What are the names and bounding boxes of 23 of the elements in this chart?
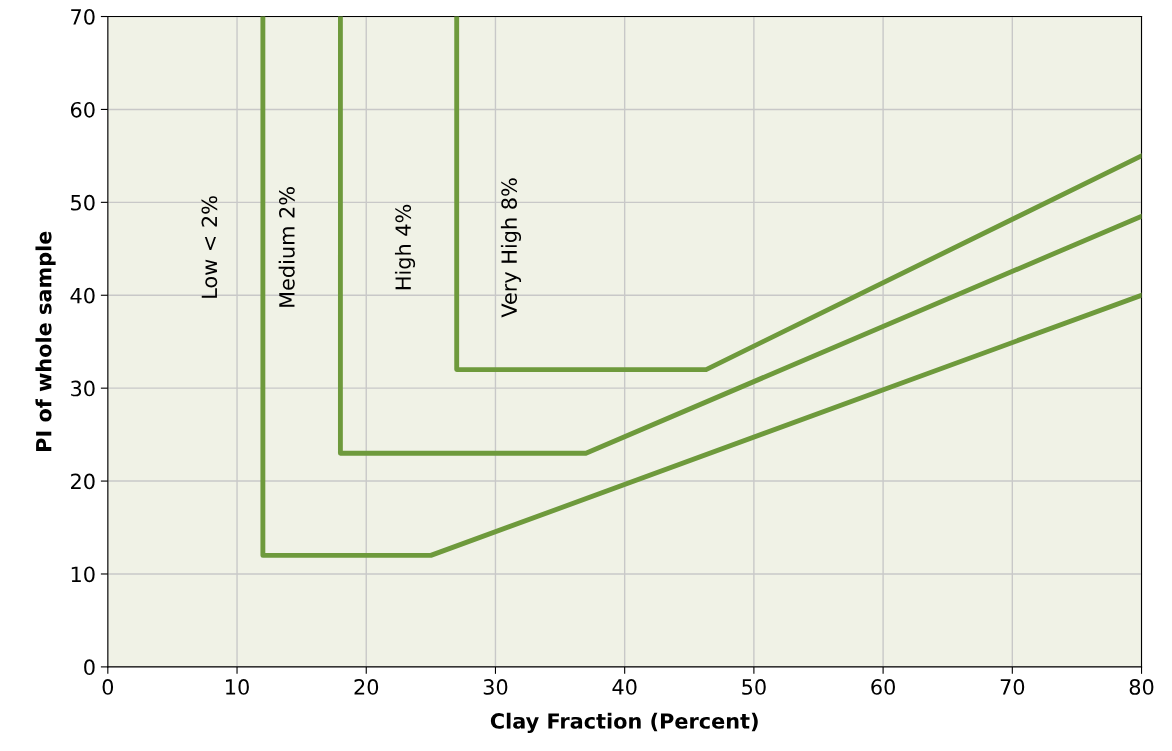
x-axis-title: Clay Fraction (Percent) <box>490 712 758 734</box>
y-tick-label: 30 <box>71 380 95 397</box>
x-tick-label: 0 <box>102 679 114 695</box>
x-tick-label: 20 <box>354 679 379 695</box>
x-tick-label: 10 <box>226 679 249 695</box>
x-tick-label: 70 <box>1000 679 1025 695</box>
x-tick-label: 60 <box>871 679 895 695</box>
y-tick-label: 70 <box>71 8 95 25</box>
y-tick-label: 0 <box>84 659 95 676</box>
y-axis-title: PI of whole sample <box>35 231 56 451</box>
y-tick-label: 40 <box>70 287 95 304</box>
x-tick-label: 50 <box>742 679 766 695</box>
x-tick-label: 40 <box>612 679 637 695</box>
annotation: Medium 2% <box>278 187 295 307</box>
x-tick-label: 80 <box>1129 679 1154 695</box>
x-tick-label: 30 <box>483 679 508 695</box>
y-tick-label: 60 <box>70 101 95 118</box>
y-tick-label: 10 <box>71 566 95 583</box>
annotation: Very High 8% <box>500 178 522 318</box>
annotation: High 4% <box>394 204 416 290</box>
y-tick-label: 20 <box>71 473 95 490</box>
y-tick-label: 50 <box>71 194 95 211</box>
annotation: Low < 2% <box>201 196 218 298</box>
